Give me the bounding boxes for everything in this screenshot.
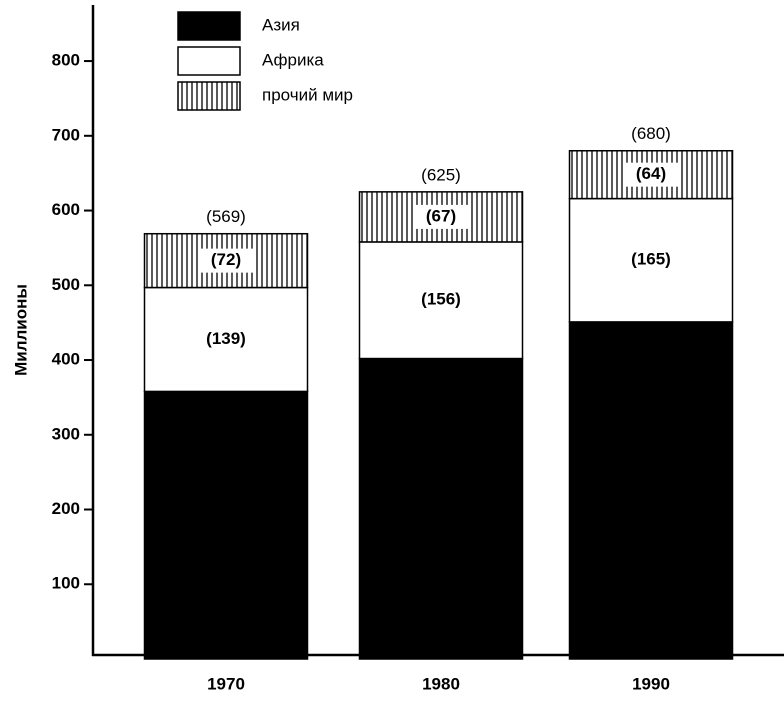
total-label: (680) [631, 124, 671, 143]
y-axis-label: Миллионы [11, 284, 30, 376]
y-tick-label: 600 [52, 200, 80, 219]
y-tick-label: 200 [52, 499, 80, 518]
bar-segment [143, 390, 309, 660]
bar-segment [568, 197, 734, 323]
bar-segment [568, 321, 734, 660]
y-tick-label: 300 [52, 424, 80, 443]
value-label: (64) [636, 164, 666, 183]
total-label: (569) [206, 207, 246, 226]
legend-swatch [177, 81, 241, 111]
y-tick-label: 100 [52, 574, 80, 593]
legend-label: прочий мир [262, 85, 353, 104]
value-label: (165) [631, 250, 671, 269]
y-tick-label: 700 [52, 125, 80, 144]
legend-label: Африка [262, 50, 324, 69]
label-bg [198, 248, 254, 273]
legend-swatch [177, 11, 241, 41]
label-bg [413, 204, 469, 229]
value-label: (156) [421, 290, 461, 309]
bar-segment [358, 241, 524, 360]
x-tick-label: 1980 [422, 674, 460, 693]
legend-label: Азия [262, 15, 300, 34]
legend-swatch [177, 46, 241, 76]
value-label: (67) [426, 206, 456, 225]
x-tick-label: 1990 [632, 674, 670, 693]
y-tick-label: 800 [52, 51, 80, 70]
value-label: (139) [206, 329, 246, 348]
label-bg [623, 162, 679, 187]
y-tick-label: 500 [52, 275, 80, 294]
bar-segment [358, 357, 524, 660]
y-tick-label: 400 [52, 350, 80, 369]
total-label: (625) [421, 165, 461, 184]
x-tick-label: 1970 [207, 674, 245, 693]
value-label: (72) [211, 250, 241, 269]
